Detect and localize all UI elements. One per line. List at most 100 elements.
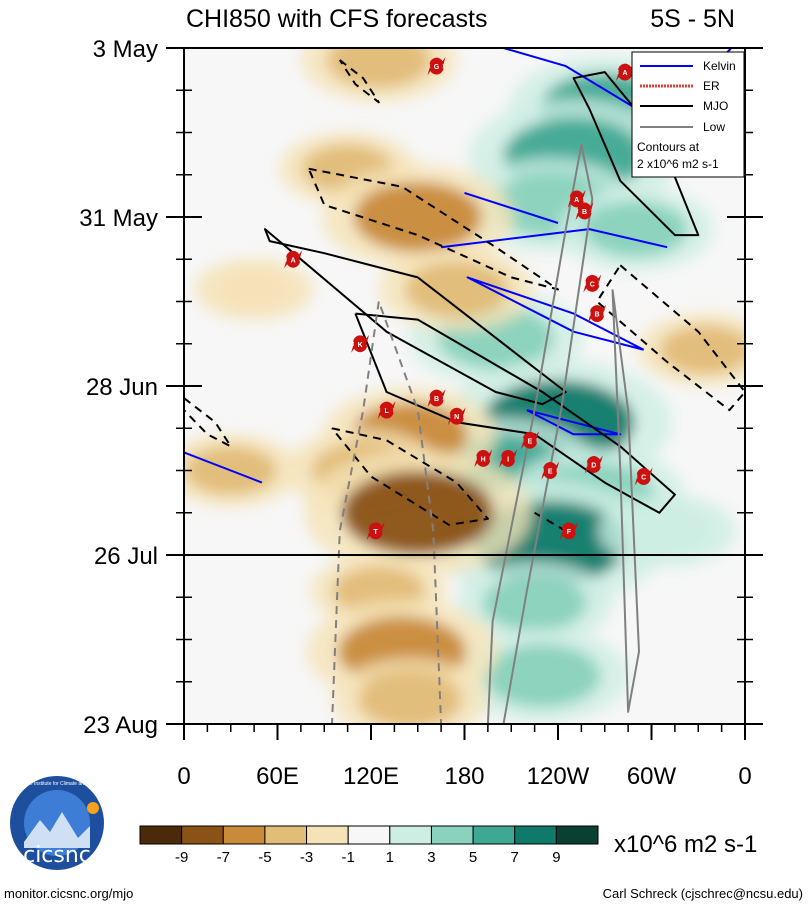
mjo-negative-contour [307,167,559,291]
storm-label: A [291,257,296,264]
anomaly-core [341,470,494,555]
legend-note-line2: 2 x10^6 m2 s-1 [637,157,719,171]
storm-label: E [548,469,553,476]
storm-label: E [528,438,533,445]
cyclone-core [450,409,464,423]
storm-marker: B [588,304,606,323]
colorbar-swatch [514,825,557,845]
cyclone-core [618,65,632,79]
cyclone-core [369,524,383,538]
cyclone-core [543,464,557,477]
anomaly-core [583,201,688,258]
cyclone-core [380,403,394,417]
storm-label: D [591,463,596,470]
storm-label: L [384,408,389,415]
legend-low-label: Low [703,120,725,134]
kelvin-contour [184,451,263,484]
storm-marker: G [427,57,446,76]
storm-marker: C [583,274,602,293]
logo-ring-text: Cooperative Institute for Climate and Sa… [6,781,109,787]
colorbar-tick-label: -7 [217,849,230,866]
cyclone-core [637,470,651,483]
logo-sun-icon [87,802,99,814]
mjo-negative-contour [184,397,232,448]
low-negative-contour [331,301,443,724]
storm-label: A [622,70,627,77]
legend-er-label: ER [703,79,720,93]
x-tick-label: 0 [177,763,190,790]
anomaly-core [357,671,462,724]
kelvin-contour [464,191,559,224]
y-tick-label: 23 Aug [83,712,158,739]
website-credit: monitor.cicsnc.org/mjo [4,886,133,901]
storm-marker: D [584,455,603,474]
cyclone-core [590,307,604,321]
storm-marker: H [474,449,493,468]
colorbar-swatch [389,825,432,845]
colorbar-tick-label: 1 [386,849,394,866]
region-label: 5S - 5N [650,5,735,33]
x-tick-label: 180 [444,763,484,790]
kelvin-contour [440,228,668,249]
storm-label: B [594,312,599,319]
colorbar-swatch [472,825,516,845]
storm-label: F [567,529,572,536]
colorbar-tick-label: 3 [427,849,435,866]
y-tick-label: 26 Jul [94,543,158,570]
y-tick-label: 28 Jun [86,374,158,401]
storm-label: K [358,342,363,349]
mjo-contour [354,312,676,514]
logo-text: cicsnc [23,843,91,868]
storm-marker: A [284,250,303,269]
colorbar-tick-label: 9 [552,849,560,866]
legend-kelvin-label: Kelvin [703,59,736,73]
storm-label: A [574,197,579,204]
x-tick-label: 120W [527,763,590,790]
colorbar-swatch [139,825,183,845]
storm-marker: F [559,521,578,540]
y-tick-label: 3 May [93,36,158,63]
storm-marker: E [541,461,560,480]
colorbar-tick-label: -5 [258,849,271,866]
storm-marker: I [499,449,518,468]
storm-marker: N [447,407,466,426]
cyclone-core [587,458,601,471]
colorbar-tick-label: 5 [469,849,477,866]
cicsnc-logo: Cooperative Institute for Climate and Sa… [6,776,109,870]
colorbar-tick-label: -1 [342,849,355,866]
storm-label: G [434,64,440,71]
colorbar-swatch [430,825,474,845]
colorbar-swatch [347,825,391,845]
legend-box [631,51,745,178]
storm-label: C [641,475,646,482]
cyclone-core [286,252,300,266]
x-tick-label: 0 [738,763,751,790]
cyclone-core [585,276,599,290]
storm-marker: A [616,63,634,82]
colorbar-tick-label: 7 [511,849,519,866]
cyclone-core [578,204,591,218]
colorbar-swatch [306,825,349,845]
kelvin-contour [526,409,622,436]
axes: 3 May 31 May 28 Jun 26 Jul 23 Aug 0 60E 120E 180… [79,36,763,790]
mjo-negative-contour [534,511,567,532]
mjo-contour [572,71,700,237]
legend: Kelvin ER MJO Low Contours at 2 x10^6 m2… [631,51,745,178]
colorbar-swatch [181,825,224,845]
low-contour [611,289,640,713]
mjo-negative-contour [596,264,745,412]
mjo-contour [264,228,567,406]
storm-label: B [434,396,439,403]
colorbar-swatch [222,825,266,845]
storm-label: H [481,456,486,463]
cyclone-core [501,451,515,465]
storm-label: I [507,456,509,463]
storm-marker: B [575,202,594,220]
mjo-negative-contour [338,59,380,104]
legend-note-line1: Contours at [637,140,700,154]
colorbar: -9 -7 -5 -3 -1 1 3 5 7 9 [139,825,599,866]
storm-label: T [374,529,379,536]
low-contour [486,144,594,724]
